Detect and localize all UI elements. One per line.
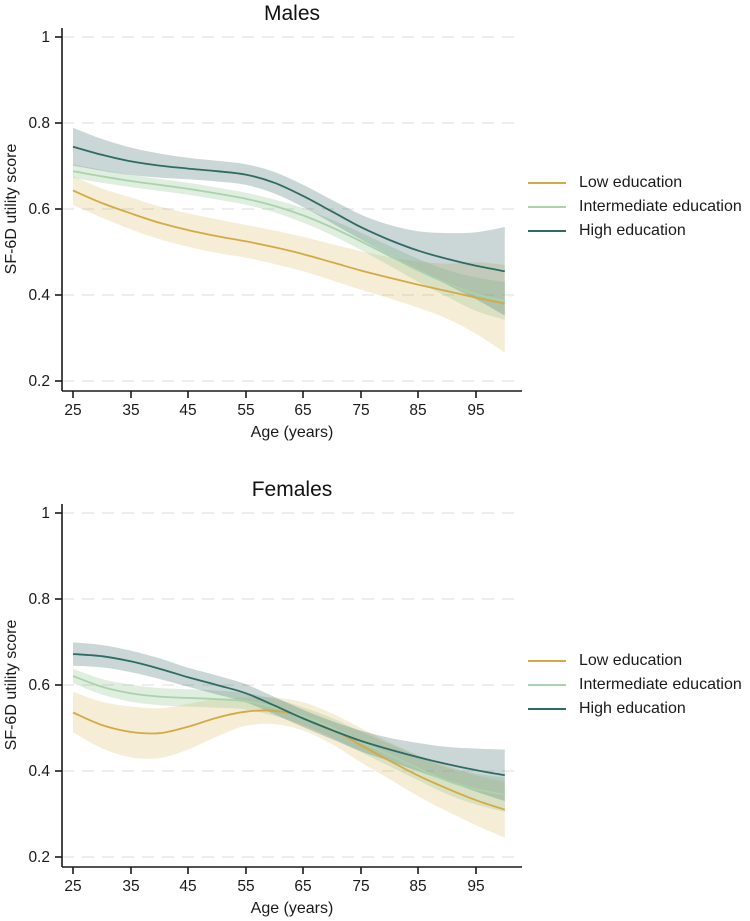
x-tick-label: 25 [64, 402, 81, 419]
x-tick-label: 65 [294, 402, 311, 419]
legend-item-high: High education [528, 219, 750, 243]
x-tick-labels: 25 35 45 55 65 75 85 95 [64, 878, 484, 895]
x-tick-label: 35 [122, 878, 139, 895]
x-tick-label: 85 [409, 878, 426, 895]
x-tick-label: 75 [352, 878, 369, 895]
x-tick-label: 45 [179, 402, 196, 419]
y-tick-labels: 1 0.8 0.6 0.4 0.2 [28, 505, 50, 866]
high-education-ci-band [73, 127, 505, 316]
axes [55, 504, 522, 874]
intermediate-education-line-swatch [528, 684, 566, 686]
x-tick-label: 95 [467, 878, 484, 895]
chart-title-males: Males [263, 2, 321, 25]
legend-label-low: Low education [579, 174, 683, 191]
y-tick-label: 1 [41, 505, 50, 522]
x-tick-label: 95 [467, 402, 484, 419]
legend-label-low: Low education [579, 652, 683, 669]
high-education-line [72, 145, 505, 273]
y-tick-label: 0.8 [28, 591, 50, 608]
high-education-line-swatch [528, 230, 566, 232]
legend-label-intermediate: Intermediate education [579, 198, 742, 215]
x-tick-label: 45 [179, 878, 196, 895]
high-education-line-swatch [528, 708, 566, 710]
high-education-ci-band [73, 642, 505, 802]
y-tick-label: 0.2 [28, 849, 50, 866]
legend-males: Low education Intermediate education Hig… [528, 171, 750, 243]
y-tick-label: 0.8 [28, 115, 50, 132]
high-education-line [72, 653, 505, 777]
legend-item-intermediate: Intermediate education [528, 195, 750, 219]
x-tick-label: 25 [64, 878, 81, 895]
females-chart: 1 0.8 0.6 0.4 0.2 25 35 45 55 65 75 85 9… [3, 504, 522, 917]
low-education-ci-band [73, 176, 505, 353]
legend-label-high: High education [579, 222, 686, 239]
gridlines [62, 512, 522, 858]
y-tick-label: 1 [41, 29, 50, 46]
x-tick-labels: 25 35 45 55 65 75 85 95 [64, 402, 484, 419]
legend-females: Low education Intermediate education Hig… [528, 649, 750, 721]
intermediate-education-line [72, 170, 506, 302]
y-tick-label: 0.6 [28, 677, 50, 694]
legend-label-intermediate: Intermediate education [579, 676, 742, 693]
legend-item-low: Low education [528, 171, 750, 195]
intermediate-education-line-swatch [528, 206, 566, 208]
legend-item-high: High education [528, 697, 750, 721]
series-layer [72, 642, 506, 838]
y-tick-label: 0.4 [28, 763, 50, 780]
x-axis-label: Age (years) [251, 900, 334, 917]
low-education-line [72, 189, 505, 305]
y-axis-label: SF-6D utility score [3, 144, 20, 275]
x-tick-label: 85 [409, 402, 426, 419]
x-tick-label: 55 [237, 878, 254, 895]
intermediate-education-ci-band [73, 668, 505, 812]
x-tick-label: 65 [294, 878, 311, 895]
x-tick-label: 35 [122, 402, 139, 419]
y-tick-label: 0.6 [28, 201, 50, 218]
y-axis-label: SF-6D utility score [3, 620, 20, 751]
axes [55, 28, 522, 398]
legend-item-low: Low education [528, 649, 750, 673]
x-tick-label: 55 [237, 402, 254, 419]
y-tick-labels: 1 0.8 0.6 0.4 0.2 [28, 29, 50, 390]
chart-title-females: Females [251, 478, 333, 501]
males-chart: 1 0.8 0.6 0.4 0.2 25 35 45 55 65 75 85 9… [3, 28, 522, 441]
y-tick-label: 0.2 [28, 373, 50, 390]
legend-label-high: High education [579, 700, 686, 717]
low-education-line-swatch [528, 660, 566, 662]
gridlines [62, 36, 522, 382]
legend-item-intermediate: Intermediate education [528, 673, 750, 697]
low-education-line-swatch [528, 182, 566, 184]
x-axis-label: Age (years) [251, 424, 334, 441]
x-tick-label: 75 [352, 402, 369, 419]
intermediate-education-ci-band [73, 164, 505, 320]
series-layer [72, 127, 506, 353]
y-tick-label: 0.4 [28, 287, 50, 304]
